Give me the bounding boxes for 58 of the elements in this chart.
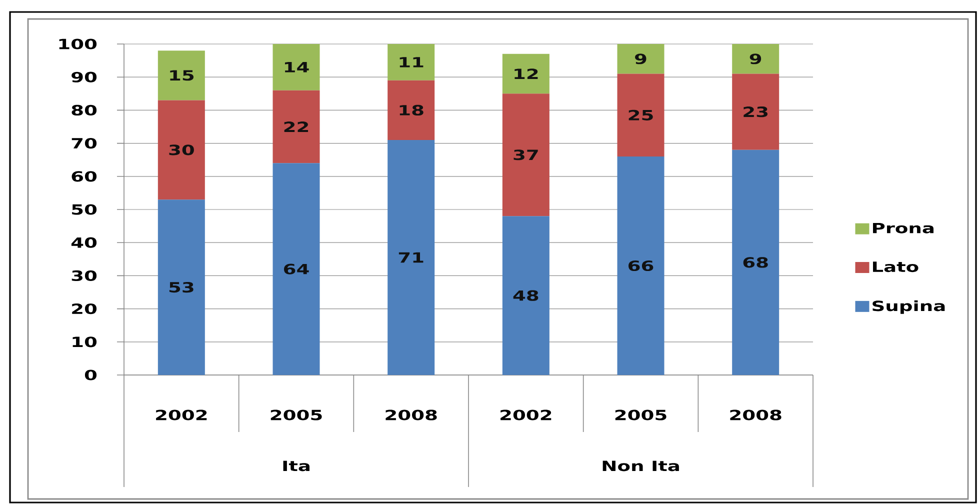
text: Ita xyxy=(283,460,310,472)
bar xyxy=(732,44,780,74)
bar xyxy=(272,44,320,90)
y-tick-label: 70 xyxy=(72,138,97,149)
y-tick-label: 90 xyxy=(72,72,97,82)
y-tick-label: 100 xyxy=(59,38,97,50)
y-tick-label: 40 xyxy=(71,237,97,248)
x-tick-label: 2008 xyxy=(386,410,437,420)
bar xyxy=(617,74,664,157)
x-tick-label: 2005 xyxy=(270,410,322,420)
y-tick-label: 80 xyxy=(72,104,97,116)
legend-label: Prona xyxy=(873,222,934,234)
data-label: 9 xyxy=(750,54,762,64)
legend-label: Lato xyxy=(873,262,918,272)
data-label: 37 xyxy=(514,150,538,160)
bar xyxy=(502,54,550,94)
data-label: 9 xyxy=(635,54,646,64)
y-tick-label: 10 xyxy=(72,336,97,348)
bar xyxy=(158,50,205,100)
y-tick-label: 30 xyxy=(72,270,97,281)
data-label: 15 xyxy=(170,70,194,81)
data-label: 48 xyxy=(513,290,538,301)
legend-label: Supina xyxy=(872,300,945,314)
bar xyxy=(388,80,435,140)
data-label: 68 xyxy=(743,257,768,268)
data-label: 14 xyxy=(284,62,309,72)
x-tick-label: 2008 xyxy=(730,410,782,420)
bar xyxy=(502,216,550,375)
bar xyxy=(617,44,664,74)
bar xyxy=(617,156,664,375)
data-label: 53 xyxy=(169,282,194,293)
y-tick-label: 60 xyxy=(72,171,97,182)
data-label: 25 xyxy=(628,110,653,120)
x-tick-label: 2005 xyxy=(615,410,666,420)
y-tick-label: 0 xyxy=(84,370,97,380)
bar xyxy=(388,140,435,375)
data-label: 22 xyxy=(284,122,308,132)
data-label: 64 xyxy=(284,264,309,274)
text: Non Ita xyxy=(602,460,679,472)
y-tick-label: 20 xyxy=(72,304,97,314)
data-label: 66 xyxy=(628,260,654,272)
bar xyxy=(272,90,320,164)
bar xyxy=(272,163,320,375)
bar xyxy=(732,150,780,375)
data-label: 12 xyxy=(514,68,538,79)
bar xyxy=(158,100,205,200)
data-label: 11 xyxy=(400,57,424,68)
bar xyxy=(502,94,550,216)
x-tick-label: 2002 xyxy=(500,410,552,420)
y-tick-label: 50 xyxy=(72,204,97,215)
data-label: 71 xyxy=(398,252,424,263)
bar xyxy=(158,200,205,375)
data-label: 23 xyxy=(744,106,768,118)
data-label: 18 xyxy=(400,104,424,116)
data-label: 30 xyxy=(169,144,194,156)
bar xyxy=(388,44,435,80)
x-tick-label: 2002 xyxy=(156,410,207,420)
bar xyxy=(732,74,780,150)
